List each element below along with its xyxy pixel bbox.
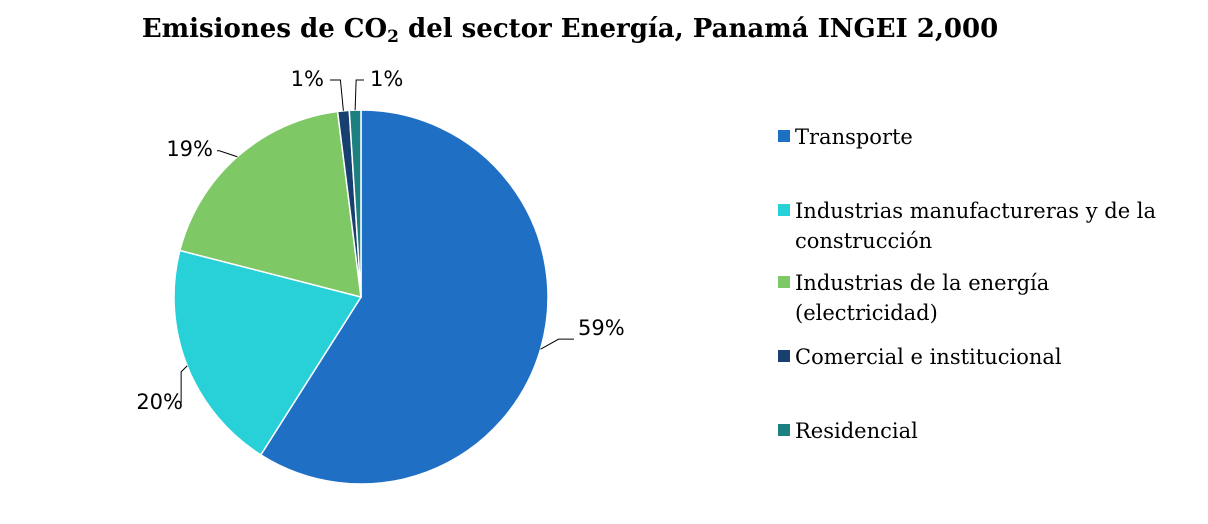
slice-label-2: 19% bbox=[166, 137, 213, 161]
leader-line-1 bbox=[180, 365, 188, 403]
leader-line-4 bbox=[354, 79, 364, 111]
legend-label: Industrias de la energía (electricidad) bbox=[795, 271, 1050, 325]
legend-swatch bbox=[778, 350, 790, 362]
leader-line-0 bbox=[540, 338, 574, 350]
title-rest: del sector Energía, Panamá INGEI 2,000 bbox=[398, 14, 999, 44]
legend-swatch bbox=[778, 424, 790, 436]
pie-slice-0 bbox=[259, 109, 549, 485]
legend-swatch bbox=[778, 276, 790, 288]
leader-lines bbox=[180, 79, 574, 403]
slice-labels: 59% 20% 19% 1% 1% bbox=[136, 67, 624, 414]
slice-label-3: 1% bbox=[291, 67, 324, 91]
slice-label-4: 1% bbox=[370, 67, 403, 91]
legend-swatch bbox=[778, 130, 790, 142]
pie-slice-1 bbox=[173, 249, 363, 456]
legend-label: Residencial bbox=[795, 419, 918, 443]
chart-title: Emisiones de CO2 del sector Energía, Pan… bbox=[0, 14, 1140, 47]
slice-label-0: 59% bbox=[578, 316, 625, 340]
title-main: Emisiones de CO bbox=[141, 14, 388, 44]
legend-label: Comercial e institucional bbox=[795, 345, 1062, 369]
legend-label: Transporte bbox=[795, 125, 913, 149]
pie-slice-4 bbox=[348, 109, 362, 298]
leader-line-2 bbox=[217, 150, 238, 158]
slice-label-1: 20% bbox=[136, 390, 183, 414]
leader-line-3 bbox=[330, 79, 344, 111]
pie-slice-2 bbox=[178, 110, 362, 299]
legend-swatch bbox=[778, 204, 790, 216]
pie-slices bbox=[173, 109, 549, 485]
legend-label: Industrias manufactureras y de la constr… bbox=[795, 199, 1157, 253]
title-subscript: 2 bbox=[387, 27, 399, 47]
